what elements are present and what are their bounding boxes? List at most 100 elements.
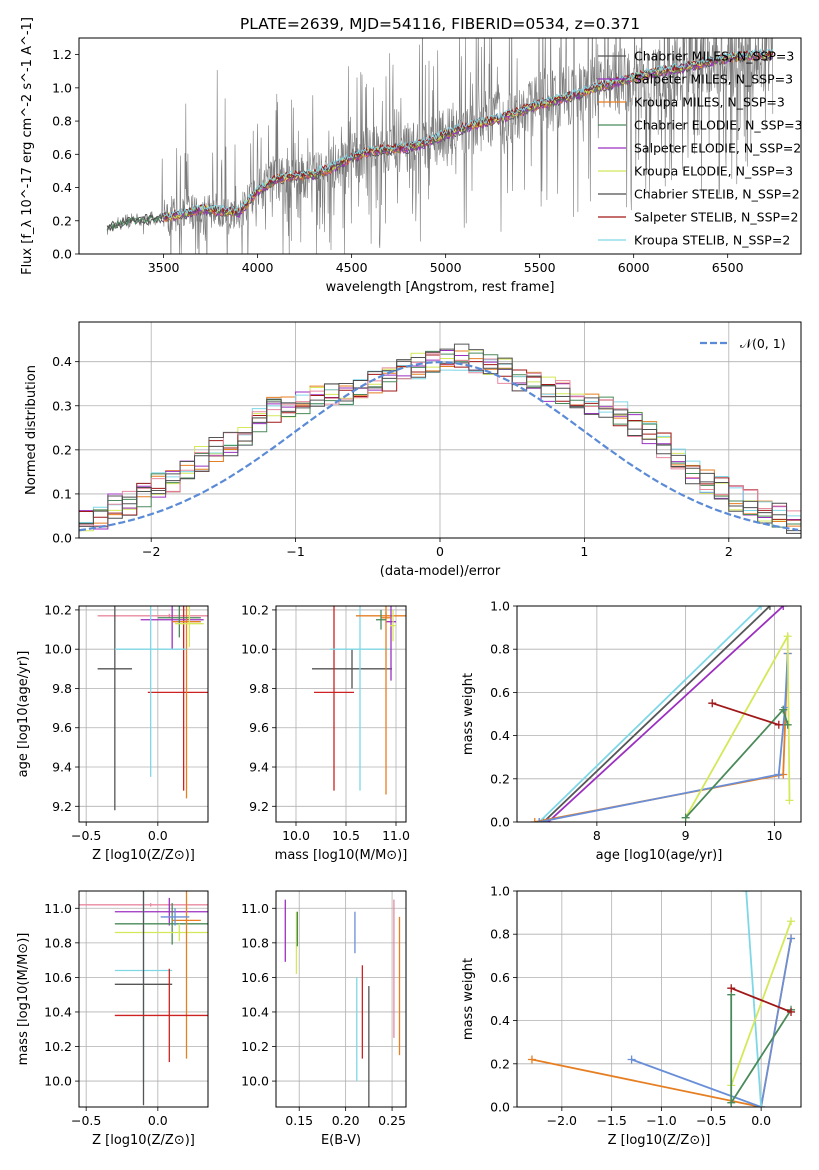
- x-tick-label: 2: [725, 544, 733, 559]
- legend-label: Chabrier ELODIE, N_SSP=3: [634, 118, 803, 133]
- legend-label: 𝒩(0, 1): [740, 336, 786, 351]
- legend-label: Salpeter MILES, N_SSP=3: [634, 72, 793, 87]
- y-tick-label: 0.2: [490, 771, 510, 786]
- y-tick-label: 1.0: [490, 599, 510, 614]
- x-axis-label: wavelength [Angstrom, rest frame]: [326, 280, 555, 295]
- y-tick-label: 10.8: [44, 935, 72, 950]
- x-tick-label: 0.0: [148, 828, 168, 843]
- y-tick-label: 0.8: [490, 927, 510, 942]
- y-axis-label: mass weight: [461, 958, 476, 1040]
- y-tick-label: 9.4: [249, 760, 269, 775]
- y-tick-label: 10.6: [44, 970, 72, 985]
- y-axis-label: age [log10(age/yr)]: [16, 651, 31, 778]
- weight-marker: [708, 699, 717, 708]
- y-tick-label: 0.0: [52, 247, 72, 262]
- histogram-step: [79, 348, 801, 534]
- y-tick-label: 0.0: [490, 815, 510, 830]
- x-tick-label: −0.5: [71, 828, 101, 843]
- weight-marker: [783, 720, 792, 729]
- x-tick-label: 0.20: [332, 1113, 360, 1128]
- y-tick-label: 0.2: [52, 213, 72, 228]
- panel-3: 10.0 10.5 11.0 9.2 9.4 9.6 9.8 10.0 10.2 mass [lo…: [241, 602, 410, 863]
- x-axis-label: Z [log10(Z/Z⊙)]: [608, 1133, 711, 1148]
- histogram-step: [79, 352, 801, 527]
- x-tick-label: 4000: [242, 260, 274, 275]
- weight-line: [745, 891, 762, 1107]
- axes-frame: [78, 890, 209, 1108]
- y-tick-label: 11.0: [241, 901, 269, 916]
- y-tick-label: 0.3: [52, 398, 72, 413]
- x-tick-label: 9: [682, 828, 690, 843]
- weight-marker: [539, 818, 548, 822]
- x-tick-label: 0.0: [148, 1113, 168, 1128]
- legend-label: Chabrier STELIB, N_SSP=2: [634, 187, 800, 202]
- y-tick-label: 0.0: [52, 531, 72, 546]
- weight-marker: [727, 984, 736, 993]
- legend-label: Chabrier MILES, N_SSP=3: [634, 49, 794, 64]
- weight-marker: [742, 891, 751, 895]
- x-tick-label: 0.15: [285, 1113, 313, 1128]
- panel-6: 0.15 0.20 0.25 10.0 10.2 10.4 10.6 10.8 11.0 E(B-…: [241, 890, 407, 1148]
- y-tick-label: 10.2: [44, 602, 72, 617]
- weight-line: [547, 606, 784, 822]
- plot-area: [79, 343, 801, 534]
- plot-area: [79, 891, 208, 1106]
- panel-2: −0.5 0.0 9.2 9.4 9.6 9.8 10.0 10.2 Z [log10(Z/Z⊙…: [16, 602, 209, 863]
- weight-marker: [627, 1055, 636, 1064]
- x-tick-label: −2.0: [547, 1113, 577, 1128]
- x-tick-label: 0: [436, 544, 444, 559]
- x-tick-label: 6500: [712, 260, 744, 275]
- weight-marker: [727, 1098, 736, 1107]
- y-tick-label: 10.0: [241, 1074, 269, 1089]
- y-tick-label: 10.6: [241, 970, 269, 985]
- y-tick-label: 0.8: [52, 114, 72, 129]
- y-tick-label: 9.6: [52, 720, 72, 735]
- histogram-step: [79, 350, 801, 532]
- plot-area: [106, 38, 774, 254]
- y-axis-label: mass [log10(M/M⊙)]: [16, 933, 31, 1066]
- x-tick-label: 10.0: [282, 828, 310, 843]
- x-tick-label: −1.0: [646, 1113, 676, 1128]
- weight-line: [534, 653, 789, 822]
- y-tick-label: 9.4: [52, 760, 72, 775]
- x-tick-label: 5000: [430, 260, 462, 275]
- y-tick-label: 10.0: [44, 1074, 72, 1089]
- y-tick-label: 9.2: [52, 799, 72, 814]
- plot-area: [284, 899, 401, 1107]
- x-tick-label: 10.5: [332, 828, 360, 843]
- legend-label: Salpeter ELODIE, N_SSP=2: [634, 141, 801, 156]
- x-tick-label: 0.25: [378, 1113, 406, 1128]
- legend-label: Kroupa MILES, N_SSP=3: [634, 95, 785, 110]
- weight-marker: [787, 1007, 796, 1016]
- x-tick-label: 4500: [336, 260, 368, 275]
- y-tick-label: 10.2: [241, 1039, 269, 1054]
- weight-marker: [774, 720, 783, 729]
- y-tick-label: 10.4: [241, 1004, 269, 1019]
- panel-5: −0.5 0.0 10.0 10.2 10.4 10.6 10.8 11.0 Z [log10(…: [16, 890, 209, 1148]
- y-tick-label: 0.6: [52, 147, 72, 162]
- y-tick-label: 11.0: [44, 901, 72, 916]
- y-tick-label: 10.8: [241, 935, 269, 950]
- x-axis-label: age [log10(age/yr)]: [596, 848, 723, 863]
- x-axis-label: E(B-V): [321, 1133, 361, 1148]
- x-axis-label: Z [log10(Z/Z⊙)]: [92, 848, 195, 863]
- weight-line: [730, 920, 792, 1086]
- y-tick-label: 10.2: [44, 1039, 72, 1054]
- weight-marker: [783, 632, 792, 641]
- x-tick-label: −0.5: [696, 1113, 726, 1128]
- x-tick-label: 3500: [148, 260, 180, 275]
- weight-marker: [530, 818, 539, 822]
- x-tick-label: −1.5: [596, 1113, 626, 1128]
- y-tick-label: 0.6: [490, 970, 510, 985]
- x-axis-label: mass [log10(M/M⊙)]: [275, 848, 408, 863]
- y-tick-label: 1.0: [52, 80, 72, 95]
- axes-frame: [78, 605, 209, 823]
- x-tick-label: 1: [580, 544, 588, 559]
- weight-marker: [757, 1103, 766, 1107]
- y-tick-label: 10.0: [241, 642, 269, 657]
- panel-1: 𝒩(0, 1) −2 −1 0 1 2 0.0 0.1 0.2 0.3 0.4 (data-model…: [24, 321, 802, 579]
- weight-marker: [779, 606, 788, 610]
- y-tick-label: 0.4: [52, 180, 72, 195]
- y-tick-label: 0.0: [490, 1100, 510, 1115]
